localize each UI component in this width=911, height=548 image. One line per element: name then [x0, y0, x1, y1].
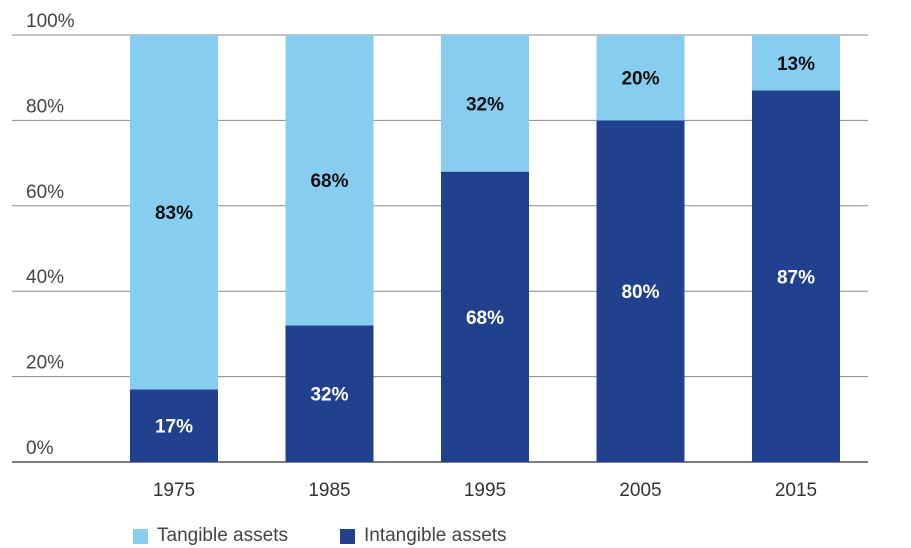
legend-label-intangible: Intangible assets — [363, 525, 507, 546]
bar-segment-intangible-assets — [285, 325, 374, 462]
legend-swatch-tangible — [133, 528, 148, 544]
x-tick-label: 1985 — [308, 480, 350, 501]
bar-segment-intangible-assets — [596, 120, 685, 463]
legend-swatch-intangible — [339, 528, 355, 544]
x-tick-label: 1995 — [464, 480, 506, 501]
data-label: 68% — [310, 171, 348, 192]
axes: 0% 20% 40% 60% 80% 100% 1975 1985 1995 2005 2015 — [26, 11, 817, 501]
bar-segment-intangible-assets — [441, 171, 529, 462]
legend-label-tangible: Tangible assets — [157, 525, 288, 546]
x-tick-label: 2015 — [775, 480, 817, 501]
y-tick-label: 60% — [26, 182, 64, 203]
x-tick-label: 1975 — [153, 480, 195, 501]
legend-item-tangible: Tangible assets — [133, 525, 288, 547]
bar-segment-tangible-assets — [441, 35, 529, 172]
data-label: 80% — [621, 282, 659, 303]
bars — [130, 35, 840, 463]
data-labels: 17% 83% 32% 68% 68% 32% 80% 20% 87% 13% — [155, 54, 815, 438]
y-tick-label: 80% — [26, 96, 64, 117]
bar-segment-tangible-assets — [752, 35, 840, 91]
y-tick-label: 0% — [26, 438, 54, 459]
data-label: 17% — [155, 417, 193, 438]
legend-item-intangible: Intangible assets — [339, 525, 507, 547]
bar-segment-tangible-assets — [285, 35, 374, 326]
x-tick-label: 2005 — [619, 480, 661, 501]
bar-segment-intangible-assets — [130, 389, 218, 462]
bar-segment-tangible-assets — [596, 35, 685, 121]
data-label: 32% — [310, 385, 348, 406]
data-label: 87% — [777, 267, 815, 288]
y-tick-label: 100% — [26, 11, 75, 32]
data-label: 13% — [777, 54, 815, 75]
data-label: 20% — [621, 69, 659, 90]
legend: Tangible assets Intangible assets — [133, 525, 559, 547]
data-label: 32% — [466, 94, 504, 115]
data-label: 83% — [155, 203, 193, 224]
bar-segment-tangible-assets — [130, 35, 218, 390]
y-tick-label: 40% — [26, 267, 64, 288]
data-label: 68% — [466, 308, 504, 329]
y-tick-label: 20% — [26, 353, 64, 374]
bar-segment-intangible-assets — [752, 90, 840, 462]
